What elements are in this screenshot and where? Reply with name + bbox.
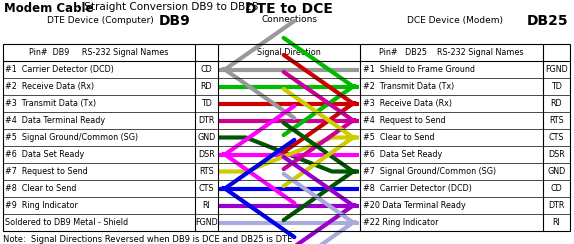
Text: DTE Device (Computer): DTE Device (Computer)	[46, 16, 153, 25]
Text: #5  Signal Ground/Common (SG): #5 Signal Ground/Common (SG)	[5, 133, 138, 142]
Text: RTS: RTS	[549, 116, 564, 125]
Text: Soldered to DB9 Metal - Shield: Soldered to DB9 Metal - Shield	[5, 218, 128, 227]
Text: Pin#   DB25    RS-232 Signal Names: Pin# DB25 RS-232 Signal Names	[379, 48, 523, 57]
Text: #2  Transmit Data (Tx): #2 Transmit Data (Tx)	[363, 82, 454, 91]
Text: RD: RD	[201, 82, 212, 91]
Text: TD: TD	[551, 82, 562, 91]
Text: #6  Data Set Ready: #6 Data Set Ready	[5, 150, 84, 159]
Text: GND: GND	[197, 133, 216, 142]
Text: DCE Device (Modem): DCE Device (Modem)	[407, 16, 503, 25]
Text: CD: CD	[550, 184, 563, 193]
Text: CTS: CTS	[549, 133, 564, 142]
Text: Modem Cable: Modem Cable	[4, 2, 94, 15]
Text: #4  Data Terminal Ready: #4 Data Terminal Ready	[5, 116, 105, 125]
Bar	[3, 44, 570, 231]
Text: CD: CD	[201, 65, 212, 74]
Text: GND: GND	[548, 167, 565, 176]
Text: RTS: RTS	[199, 167, 214, 176]
Text: DB9: DB9	[159, 14, 191, 28]
Text: #20 Data Terminal Ready: #20 Data Terminal Ready	[363, 201, 466, 210]
Text: #2  Receive Data (Rx): #2 Receive Data (Rx)	[5, 82, 94, 91]
Text: DSR: DSR	[198, 150, 215, 159]
Text: TD: TD	[201, 99, 212, 108]
Text: #4  Request to Send: #4 Request to Send	[363, 116, 445, 125]
Text: #7  Request to Send: #7 Request to Send	[5, 167, 88, 176]
Text: DTR: DTR	[198, 116, 215, 125]
Text: #7  Signal Ground/Common (SG): #7 Signal Ground/Common (SG)	[363, 167, 496, 176]
Text: CTS: CTS	[199, 184, 214, 193]
Text: FGND: FGND	[545, 65, 568, 74]
Text: RD: RD	[550, 99, 563, 108]
Text: #22 Ring Indicator: #22 Ring Indicator	[363, 218, 439, 227]
Text: #9  Ring Indicator: #9 Ring Indicator	[5, 201, 78, 210]
Text: FGND: FGND	[195, 218, 218, 227]
Text: RI: RI	[203, 201, 211, 210]
Text: Signal Direction: Signal Direction	[257, 48, 321, 57]
Text: #5  Clear to Send: #5 Clear to Send	[363, 133, 435, 142]
Text: #1  Carrier Detector (DCD): #1 Carrier Detector (DCD)	[5, 65, 114, 74]
Text: #3  Transmit Data (Tx): #3 Transmit Data (Tx)	[5, 99, 96, 108]
Text: #3  Receive Data (Rx): #3 Receive Data (Rx)	[363, 99, 452, 108]
Text: RI: RI	[553, 218, 560, 227]
Text: Pin#  DB9     RS-232 Signal Names: Pin# DB9 RS-232 Signal Names	[29, 48, 169, 57]
Text: - Straight Conversion DB9 to DB25: - Straight Conversion DB9 to DB25	[74, 2, 258, 12]
Text: DB25: DB25	[527, 14, 569, 28]
Text: DTR: DTR	[548, 201, 565, 210]
Text: Connections: Connections	[261, 15, 317, 24]
Text: #1  Shield to Frame Ground: #1 Shield to Frame Ground	[363, 65, 475, 74]
Text: #8  Clear to Send: #8 Clear to Send	[5, 184, 76, 193]
Text: #6  Data Set Ready: #6 Data Set Ready	[363, 150, 442, 159]
Text: DSR: DSR	[548, 150, 565, 159]
Text: #8  Carrier Detector (DCD): #8 Carrier Detector (DCD)	[363, 184, 472, 193]
Text: Note:  Signal Directions Reversed when DB9 is DCE and DB25 is DTE: Note: Signal Directions Reversed when DB…	[3, 235, 292, 244]
Text: DTE to DCE: DTE to DCE	[245, 2, 333, 16]
